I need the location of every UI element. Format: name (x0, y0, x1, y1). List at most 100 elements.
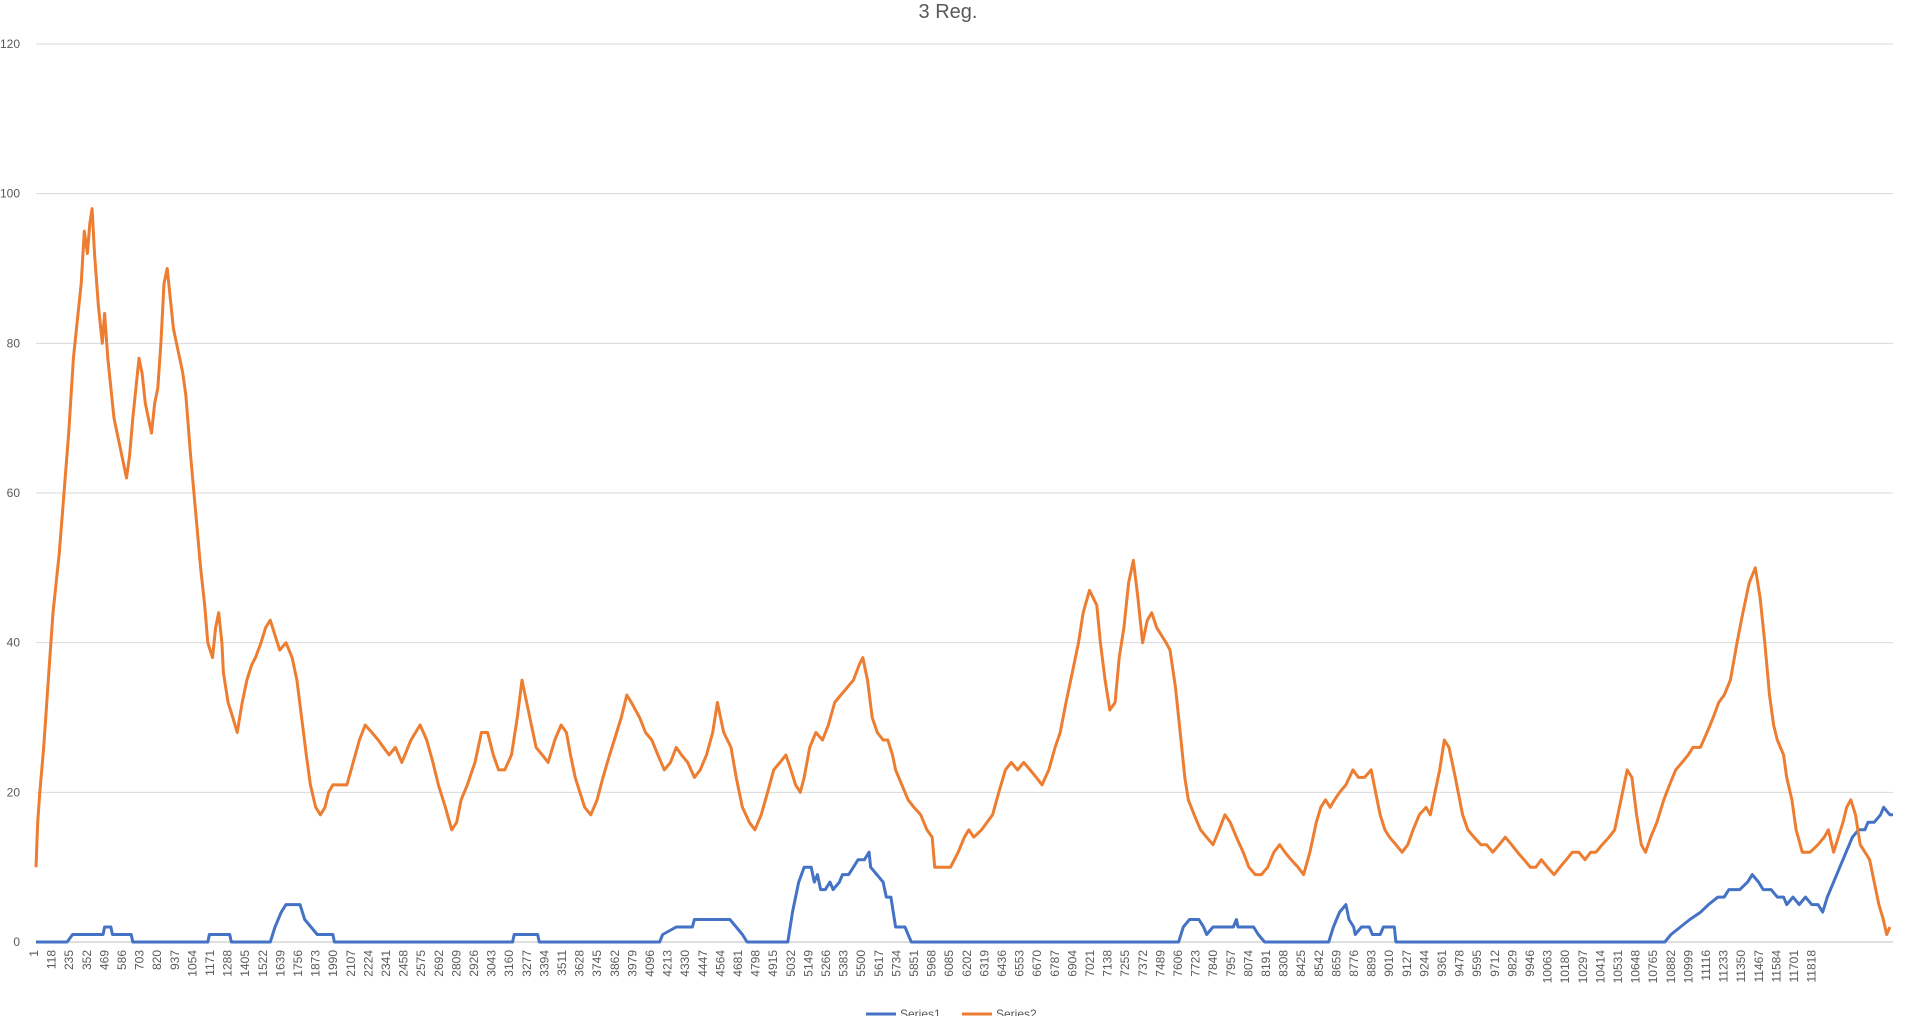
y-tick-label: 60 (7, 486, 21, 500)
x-tick-label: 1171 (203, 950, 217, 976)
x-tick-label: 235 (62, 950, 76, 970)
x-tick-label: 3043 (485, 950, 499, 977)
x-tick-label: 586 (115, 950, 129, 970)
x-tick-label: 1 (27, 950, 41, 957)
y-tick-label: 80 (7, 336, 21, 350)
x-tick-label: 5500 (854, 950, 868, 977)
x-tick-label: 1873 (309, 950, 323, 977)
x-tick-label: 10531 (1611, 950, 1625, 984)
series-line-2 (34, 207, 1892, 936)
x-tick-label: 10063 (1541, 950, 1555, 984)
x-tick-label: 8776 (1347, 950, 1361, 977)
x-tick-label: 4564 (713, 950, 727, 977)
x-tick-label: 1405 (238, 950, 252, 977)
x-tick-label: 9478 (1453, 950, 1467, 977)
legend-label-1: Series1 (900, 1007, 941, 1016)
x-tick-label: 3745 (590, 950, 604, 977)
x-tick-label: 11116 (1699, 950, 1713, 981)
x-tick-label: 11350 (1734, 950, 1748, 983)
x-tick-label: 9712 (1488, 950, 1502, 977)
x-tick-label: 6904 (1065, 950, 1079, 977)
x-tick-label: 8308 (1277, 950, 1291, 977)
x-tick-label: 2809 (449, 950, 463, 977)
x-tick-label: 9010 (1382, 950, 1396, 977)
x-tick-label: 8191 (1259, 950, 1273, 977)
x-tick-label: 11584 (1769, 950, 1783, 983)
x-tick-label: 10765 (1646, 950, 1660, 984)
chart-title: 3 Reg. (919, 1, 978, 23)
x-tick-label: 9829 (1505, 950, 1519, 977)
x-tick-label: 1054 (185, 950, 199, 977)
x-tick-label: 937 (168, 950, 182, 970)
x-tick-label: 4915 (766, 950, 780, 977)
x-tick-label: 5266 (819, 950, 833, 977)
x-tick-label: 2224 (361, 950, 375, 977)
x-tick-label: 7138 (1101, 950, 1115, 977)
x-tick-label: 3862 (608, 950, 622, 977)
x-tick-label: 3628 (573, 950, 587, 977)
x-tick-label: 7372 (1136, 950, 1150, 977)
x-tick-label: 6202 (960, 950, 974, 977)
x-tick-label: 6319 (977, 950, 991, 977)
x-tick-label: 3160 (502, 950, 516, 977)
legend: Series1 Series2 (866, 1007, 1037, 1016)
x-tick-label: 7957 (1224, 950, 1238, 977)
x-tick-label: 10414 (1593, 950, 1607, 984)
y-tick-label: 120 (0, 37, 20, 51)
x-tick-label: 5734 (889, 950, 903, 977)
x-tick-label: 11818 (1805, 950, 1819, 983)
x-tick-label: 820 (150, 950, 164, 970)
x-tick-label: 1288 (221, 950, 235, 977)
x-tick-label: 5149 (801, 950, 815, 977)
x-tick-label: 7606 (1171, 950, 1185, 977)
x-tick-label: 8425 (1294, 950, 1308, 977)
series-line-1 (36, 805, 1893, 944)
x-axis-ticks: 1 118 235 352 469 586 703 820 937 1054 1171 1288 140… (27, 950, 1819, 984)
x-tick-label: 8074 (1241, 950, 1255, 977)
x-tick-label: 5617 (872, 950, 886, 977)
x-tick-label: 2458 (397, 950, 411, 977)
x-tick-label: 2341 (379, 950, 393, 977)
x-tick-label: 3979 (625, 950, 639, 977)
x-tick-label: 9244 (1417, 950, 1431, 977)
x-tick-label: 1990 (326, 950, 340, 977)
y-tick-label: 100 (0, 187, 20, 201)
x-tick-label: 7489 (1153, 950, 1167, 977)
x-tick-label: 8542 (1312, 950, 1326, 977)
x-tick-label: 2926 (467, 950, 481, 977)
x-tick-label: 6670 (1030, 950, 1044, 977)
x-tick-label: 10180 (1558, 950, 1572, 984)
x-tick-label: 1639 (273, 950, 287, 977)
x-tick-label: 3394 (537, 950, 551, 977)
gridlines (36, 43, 1893, 793)
x-tick-label: 2107 (344, 950, 358, 977)
y-tick-label: 20 (7, 785, 21, 799)
x-tick-label: 10999 (1681, 950, 1695, 984)
y-axis-ticks: 0 20 40 60 80 100 120 (0, 37, 20, 949)
x-tick-label: 11233 (1717, 950, 1731, 983)
x-tick-label: 4213 (661, 950, 675, 977)
x-tick-label: 9946 (1523, 950, 1537, 977)
x-tick-label: 6787 (1048, 950, 1062, 977)
x-tick-label: 1756 (291, 950, 305, 977)
x-tick-label: 4330 (678, 950, 692, 977)
x-tick-label: 469 (97, 950, 111, 970)
x-tick-label: 10882 (1664, 950, 1678, 984)
x-tick-label: 5968 (925, 950, 939, 977)
x-tick-label: 7840 (1206, 950, 1220, 977)
series-lines (34, 207, 1893, 944)
y-tick-label: 40 (7, 636, 21, 650)
x-tick-label: 1522 (256, 950, 270, 977)
x-tick-label: 10648 (1629, 950, 1643, 984)
x-tick-label: 5032 (784, 950, 798, 977)
x-tick-label: 3277 (520, 950, 534, 977)
x-tick-label: 7723 (1189, 950, 1203, 977)
x-tick-label: 703 (133, 950, 147, 970)
legend-label-2: Series2 (996, 1007, 1037, 1016)
x-tick-label: 118 (45, 950, 59, 969)
x-tick-label: 6085 (942, 950, 956, 977)
x-tick-label: 7255 (1118, 950, 1132, 977)
x-tick-label: 8893 (1365, 950, 1379, 977)
x-tick-label: 2575 (414, 950, 428, 977)
